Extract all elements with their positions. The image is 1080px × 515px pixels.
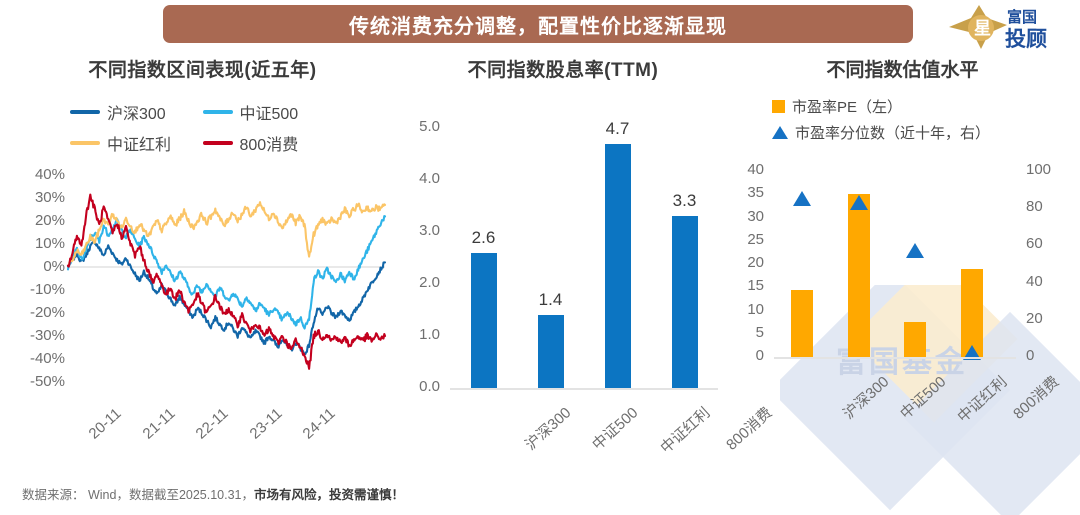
- y-axis-tick-label-left: 15: [747, 277, 764, 295]
- bar-value-label: 1.4: [538, 290, 563, 310]
- y-axis-tick-label: 0%: [43, 258, 65, 275]
- y-axis-tick-label-left: 40: [747, 161, 764, 178]
- y-axis-tick-label: 5.0: [419, 118, 440, 135]
- title-banner: 传统消费充分调整，配置性价比逐渐显现: [163, 5, 913, 43]
- scatter-marker-triangle: [793, 190, 812, 206]
- y-axis-tick-label-right: 40: [1026, 272, 1043, 290]
- y-axis-tick-label: 3.0: [419, 222, 440, 239]
- y-axis-tick-label-left: 25: [747, 230, 764, 248]
- legend-swatch-line: [70, 110, 100, 114]
- x-axis-tick-label: 中证500: [588, 404, 641, 454]
- chart-legend: 沪深300 中证500 中证红利 800消费: [70, 100, 335, 155]
- page-title: 传统消费充分调整，配置性价比逐渐显现: [349, 15, 727, 38]
- legend-label: 市盈率PE（左）: [792, 99, 903, 116]
- x-axis-tick-label: 24-11: [299, 405, 339, 443]
- legend-item: 中证红利: [70, 131, 203, 155]
- chart-title: 不同指数股息率(TTM): [467, 60, 659, 81]
- y-axis-tick-label: 20%: [34, 212, 65, 229]
- bar: [470, 252, 497, 388]
- footer-source: 数据来源： Wind，数据截至2025.10.31，: [22, 488, 255, 502]
- svg-text:富国: 富国: [1007, 8, 1037, 26]
- x-axis-tick-label: 中证红利: [954, 373, 1011, 427]
- y-axis-tick-label-right: 100: [1026, 161, 1052, 178]
- x-axis-tick-label: 沪深300: [521, 404, 574, 454]
- x-axis-tick-label: 22-11: [192, 405, 232, 443]
- y-axis-tick-label: 0.0: [419, 378, 440, 395]
- x-axis-tick-label: 23-11: [246, 405, 286, 443]
- y-axis-tick-label-left: 30: [747, 207, 764, 225]
- chart-legend: 市盈率PE（左） 市盈率分位数（近十年，右）: [772, 96, 1075, 143]
- y-axis-tick-label-right: 0: [1026, 347, 1035, 364]
- y-axis-tick-label: 2.0: [419, 274, 440, 291]
- chart-title: 不同指数估值水平: [826, 60, 979, 81]
- legend-label: 沪深300: [107, 106, 166, 123]
- y-axis-tick-label: -40%: [29, 350, 65, 367]
- legend-swatch-line: [202, 110, 233, 114]
- legend-swatch-line: [202, 141, 233, 145]
- legend-item: 市盈率分位数（近十年，右）: [772, 122, 1075, 143]
- y-axis-tick-label: 4.0: [419, 170, 440, 187]
- fuguo-xing-touguo-logo: 星 富国 投顾: [945, 3, 1073, 51]
- bar: [671, 216, 698, 388]
- legend-item: 沪深300: [70, 100, 203, 124]
- bar: [960, 268, 983, 357]
- chart-title: 不同指数区间表现(近五年): [88, 60, 317, 81]
- bar-value-label: 4.7: [605, 118, 630, 138]
- combo-plot-area: 40 35 30 25 20 15 10 5 0 100 80 60 40 20 0 沪深300 中证500…: [730, 157, 1075, 457]
- bar: [604, 143, 631, 388]
- chart-dividend-yield: 不同指数股息率(TTM) 5.0 4.0 3.0 2.0 1.0 0.0 2.6 1.4 4.…: [398, 55, 775, 485]
- legend-label: 中证红利: [107, 137, 172, 154]
- square-icon: [772, 100, 785, 113]
- y-axis-tick-label: 40%: [34, 166, 65, 183]
- bar: [791, 289, 814, 357]
- y-axis-tick-label-left: 35: [747, 184, 764, 202]
- svg-text:星: 星: [974, 19, 991, 38]
- bar-plot-area: 5.0 4.0 3.0 2.0 1.0 0.0 2.6 1.4 4.7 3.3 沪深300 中证5…: [398, 110, 775, 470]
- legend-swatch-line: [70, 141, 100, 145]
- bar: [904, 322, 927, 357]
- y-axis-tick-label-left: 5: [755, 323, 764, 341]
- x-axis-tick-label: 中证500: [896, 373, 950, 423]
- legend-item: 中证500: [202, 100, 336, 124]
- y-axis-tick-label-right: 60: [1026, 235, 1043, 253]
- legend-label: 中证500: [239, 106, 299, 123]
- bar: [537, 315, 564, 388]
- y-axis-tick-label: -30%: [29, 327, 65, 344]
- y-axis-tick-label: -10%: [29, 281, 65, 298]
- y-axis-tick-label-left: 20: [747, 254, 764, 271]
- chart-index-range-performance: 不同指数区间表现(近五年) 沪深300 中证500 中证红利 800消费 40%…: [10, 55, 395, 485]
- y-axis-tick-label: 1.0: [419, 326, 440, 343]
- footer-note: 数据来源： Wind，数据截至2025.10.31，市场有风险，投资需谨慎！: [22, 484, 404, 503]
- x-axis-baseline: [774, 357, 1016, 359]
- x-axis-tick-label: 中证红利: [656, 404, 713, 458]
- bar: [847, 194, 870, 357]
- x-axis-tick-label: 20-11: [85, 405, 125, 443]
- scatter-marker-triangle: [849, 194, 868, 210]
- x-axis-tick-label: 21-11: [139, 405, 179, 443]
- bar-value-label: 2.6: [471, 227, 496, 247]
- y-axis-tick-label-right: 80: [1026, 198, 1043, 216]
- y-axis-tick-label: 10%: [34, 235, 65, 252]
- legend-item: 800消费: [202, 131, 336, 155]
- x-axis-baseline: [450, 388, 718, 390]
- legend-label: 800消费: [239, 137, 299, 154]
- y-axis-tick-label-left: 10: [747, 300, 764, 318]
- scatter-marker-triangle: [962, 345, 981, 361]
- y-axis-tick-label-right: 20: [1026, 309, 1043, 327]
- y-axis-tick-label-left: 0: [755, 347, 764, 364]
- legend-item: 市盈率PE（左）: [772, 96, 1075, 117]
- x-axis-tick-label: 沪深300: [840, 373, 893, 423]
- svg-text:投顾: 投顾: [1005, 27, 1047, 51]
- x-axis-tick-label: 800消费: [1009, 373, 1063, 423]
- chart-valuation-level: 不同指数估值水平 市盈率PE（左） 市盈率分位数（近十年，右） 40 35 30 25…: [730, 55, 1075, 485]
- triangle-icon: [772, 126, 788, 139]
- y-axis-tick-label: -20%: [29, 304, 65, 321]
- footer-warning: 市场有风险，投资需谨慎！: [254, 488, 405, 502]
- y-axis-tick-label: -50%: [29, 373, 65, 390]
- bar-value-label: 3.3: [672, 191, 697, 211]
- y-axis-tick-label: 30%: [34, 189, 65, 206]
- legend-label: 市盈率分位数（近十年，右）: [795, 125, 991, 142]
- line-plot-area: 40% 30% 20% 10% 0% -10% -20% -30% -40% -50% 20-11…: [10, 166, 395, 457]
- scatter-marker-triangle: [906, 242, 925, 258]
